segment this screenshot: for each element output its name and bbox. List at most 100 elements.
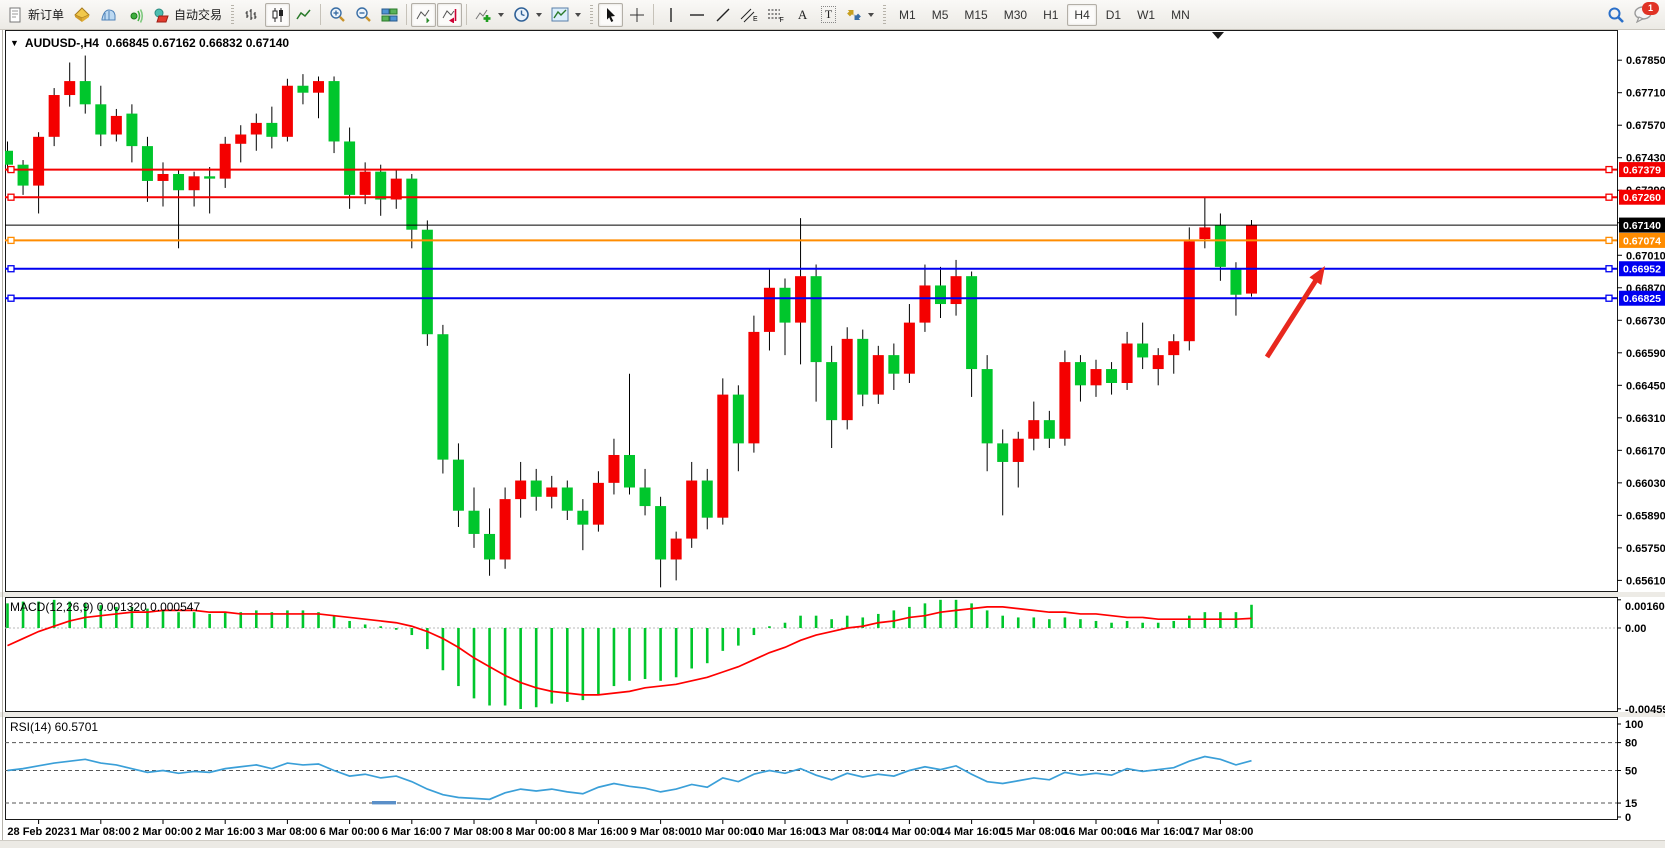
macd-axis-label: 0.001602 [1625, 601, 1665, 613]
rsi-layer [7, 755, 1252, 801]
candle-body [126, 113, 138, 147]
fibonacci-tool-button[interactable]: F [763, 3, 789, 27]
channel-tool-button[interactable]: E [736, 3, 762, 27]
dropdown-caret [498, 12, 505, 17]
vertical-line-icon [669, 7, 672, 22]
time-axis-label: 6 Mar 00:00 [320, 826, 380, 838]
autotrading-button[interactable]: 自动交易 [149, 3, 226, 27]
trendline-tool-button[interactable] [710, 3, 735, 27]
candle-body [686, 480, 698, 539]
candle-body [110, 115, 122, 135]
tile-windows-button[interactable] [377, 3, 402, 27]
candle-body [344, 141, 356, 195]
search-icon[interactable] [1607, 6, 1625, 24]
arrows-tool-button[interactable] [842, 3, 878, 27]
price-axis-label: 0.67570 [1626, 120, 1665, 132]
templates-button[interactable] [547, 3, 585, 27]
tile-windows-icon [381, 8, 398, 21]
macd-signal-line [7, 606, 1252, 696]
chart-title-text: AUDUSD-,H4 0.66845 0.67162 0.66832 0.671… [24, 36, 290, 50]
timeframe-m5-button[interactable]: M5 [925, 4, 956, 26]
time-axis-label: 8 Mar 00:00 [506, 826, 566, 838]
macd-indicator-label: MACD(12,26,9) 0.001320 0.000547 [10, 600, 201, 614]
text-label-tool-icon: T [820, 6, 837, 23]
timeframe-group: M1 M5 M15 M30 H1 H4 D1 W1 MN [891, 3, 1198, 26]
collapse-icon[interactable]: ▼ [10, 38, 19, 48]
signals-button[interactable] [122, 3, 148, 27]
line-handle [7, 165, 15, 174]
candlestick-chart-button[interactable] [265, 2, 291, 27]
chat-button[interactable]: 1 [1633, 1, 1659, 25]
equidistant-channel-icon: E [740, 8, 758, 23]
candle-body [313, 81, 324, 93]
time-axis-label: 3 Mar 08:00 [257, 826, 317, 838]
status-bar [0, 840, 1665, 848]
candle-body [592, 482, 604, 525]
line-chart-icon [295, 9, 311, 19]
candle-body [281, 85, 293, 137]
crosshair-button[interactable] [624, 3, 649, 27]
candle-body [5, 150, 13, 165]
candles-layer [5, 55, 1257, 588]
text-tool-button[interactable]: A [790, 3, 815, 27]
new-order-button[interactable]: 新订单 [4, 3, 68, 27]
time-axis-label: 17 Mar 08:00 [1187, 826, 1253, 838]
bar-chart-button[interactable] [239, 3, 264, 27]
time-axis-label: 7 Mar 08:00 [444, 826, 504, 838]
candle-body [515, 480, 527, 500]
price-tag-label: 0.66825 [1623, 293, 1661, 305]
price-axis-label: 0.65890 [1626, 510, 1665, 522]
candle-body [1230, 269, 1242, 295]
timeframe-mn-button[interactable]: MN [1164, 4, 1197, 26]
toolbar-grip[interactable] [590, 4, 594, 25]
price-tag [1619, 261, 1665, 277]
timeframe-d1-button[interactable]: D1 [1099, 4, 1128, 26]
line-chart-button[interactable] [291, 3, 316, 27]
timeframe-m1-button[interactable]: M1 [892, 4, 923, 26]
text-label-tool-button[interactable]: T [816, 3, 841, 27]
time-axis-label: 6 Mar 16:00 [382, 826, 442, 838]
depth-of-market-button[interactable] [96, 3, 121, 27]
candle-body [732, 394, 744, 444]
indicators-button[interactable] [471, 3, 508, 27]
toolbar-grip[interactable] [231, 4, 235, 25]
line-handle [1605, 265, 1613, 273]
zoom-in-button[interactable] [325, 3, 350, 27]
candle-body [406, 178, 418, 230]
timeframe-h4-button[interactable]: H4 [1067, 3, 1097, 26]
candle-body [872, 355, 884, 395]
candle-body [981, 369, 993, 444]
candlestick-icon [272, 7, 283, 22]
panel-border [5, 717, 1618, 820]
timeframe-m15-button[interactable]: M15 [957, 4, 994, 26]
autotrading-label: 自动交易 [174, 8, 223, 22]
timeframe-m30-button[interactable]: M30 [997, 4, 1034, 26]
candle-body [701, 480, 713, 518]
candle-body [266, 122, 278, 137]
vertical-line-tool-button[interactable] [658, 3, 683, 27]
candle-body [826, 362, 838, 421]
timeframe-h1-button[interactable]: H1 [1036, 4, 1065, 26]
timeframe-w1-button[interactable]: W1 [1130, 4, 1162, 26]
macd-axis-label: 0.00 [1625, 623, 1646, 635]
arrow-annotation-head [1309, 266, 1325, 285]
candle-body [1012, 438, 1024, 462]
auto-scroll-button[interactable] [411, 2, 437, 27]
toolbar-grip[interactable] [883, 4, 887, 25]
price-tag-label: 0.67379 [1623, 165, 1661, 177]
zoom-out-button[interactable] [351, 3, 376, 27]
horizontal-line-tool-button[interactable] [684, 3, 709, 27]
macd-axis-label: -0.004592 [1625, 704, 1665, 716]
chart-shift-button[interactable] [437, 2, 463, 27]
periods-button[interactable] [509, 3, 546, 27]
candle-body [966, 276, 978, 370]
indicators-icon [475, 9, 491, 22]
clock-icon [514, 7, 529, 22]
cursor-button[interactable] [598, 2, 624, 27]
toolbar-right: 1 [1607, 1, 1661, 25]
candle-body [795, 276, 807, 323]
market-button[interactable] [69, 3, 95, 27]
trendline-icon [716, 8, 730, 21]
main-toolbar: 新订单 自动交易 [0, 0, 1665, 30]
